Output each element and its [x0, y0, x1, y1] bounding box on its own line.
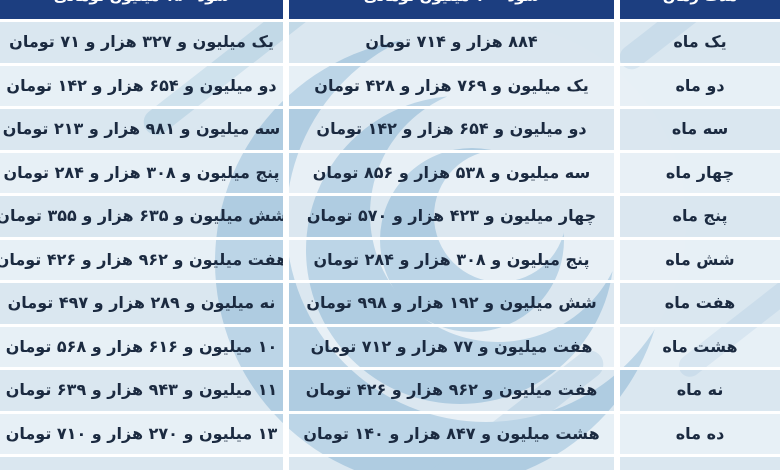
cell-duration: هفت ماه — [620, 283, 780, 324]
table-row: پنج ماه چهار میلیون و ۴۲۳ هزار و ۵۷۰ توم… — [0, 196, 780, 240]
header-label-duration: مدت زمان — [620, 0, 780, 6]
cell-profit-150: پنج میلیون و ۳۰۸ هزار و ۲۸۴ تومان — [0, 152, 289, 193]
cell-profit-150: ۱۳ میلیون و ۲۷۰ هزار و ۷۱۰ تومان — [0, 413, 289, 454]
cell-duration: یک ماه — [620, 22, 780, 63]
cell-duration: نه ماه — [620, 370, 780, 411]
cell-profit-100: ۸۸۴ هزار و ۷۱۴ تومان — [289, 22, 620, 63]
cell-profit-100: هفت میلیون و ۷۷ هزار و ۷۱۲ تومان — [289, 326, 620, 367]
profit-table-body: یک ماه ۸۸۴ هزار و ۷۱۴ تومان یک میلیون و … — [0, 22, 780, 470]
cell-profit-150: دو میلیون و ۶۵۴ هزار و ۱۴۲ تومان — [0, 65, 289, 106]
table-row: ده ماه هشت میلیون و ۸۴۷ هزار و ۱۴۰ تومان… — [0, 413, 780, 457]
cell-profit-150: شش میلیون و ۶۳۵ هزار و ۳۵۵ تومان — [0, 196, 289, 237]
cell-profit-100: دو میلیون و ۶۵۴ هزار و ۱۴۲ تومان — [289, 109, 620, 150]
table-row: چهار ماه سه میلیون و ۵۳۸ هزار و ۸۵۶ توما… — [0, 152, 780, 196]
table-row: سه ماه دو میلیون و ۶۵۴ هزار و ۱۴۲ تومان … — [0, 109, 780, 153]
table-row: هشت ماه هفت میلیون و ۷۷ هزار و ۷۱۲ تومان… — [0, 326, 780, 370]
cell-duration: سه ماه — [620, 109, 780, 150]
table-row: شش ماه پنج میلیون و ۳۰۸ هزار و ۲۸۴ تومان… — [0, 239, 780, 283]
header-cell-duration: مدت زمان — [620, 0, 780, 19]
cell-profit-150: سه میلیون و ۹۸۱ هزار و ۲۱۳ تومان — [0, 109, 289, 150]
cell-duration: دو ماه — [620, 65, 780, 106]
cell-profit-100: پنج میلیون و ۳۰۸ هزار و ۲۸۴ تومان — [289, 239, 620, 280]
cell-duration: چهار ماه — [620, 152, 780, 193]
table-row: یک ماه ۸۸۴ هزار و ۷۱۴ تومان یک میلیون و … — [0, 22, 780, 66]
cell-duration: یازده ماه — [620, 457, 780, 470]
cell-duration: ده ماه — [620, 413, 780, 454]
cell-profit-100: هشت میلیون و ۸۴۷ هزار و ۱۴۰ تومان — [289, 413, 620, 454]
cell-profit-100 — [289, 457, 620, 470]
cell-duration: پنج ماه — [620, 196, 780, 237]
table-row: یازده ماه — [0, 457, 780, 470]
cell-profit-150: هفت میلیون و ۹۶۲ هزار و ۴۲۶ تومان — [0, 239, 289, 280]
cell-profit-150: ۱۱ میلیون و ۹۴۳ هزار و ۶۳۹ تومان — [0, 370, 289, 411]
cell-profit-150: یک میلیون و ۳۲۷ هزار و ۷۱ تومان — [0, 22, 289, 63]
cell-profit-100: سه میلیون و ۵۳۸ هزار و ۸۵۶ تومان — [289, 152, 620, 193]
table-row: دو ماه یک میلیون و ۷۶۹ هزار و ۴۲۸ تومان … — [0, 65, 780, 109]
cell-duration: شش ماه — [620, 239, 780, 280]
cell-profit-150 — [0, 457, 289, 470]
cell-profit-150: نه میلیون و ۲۸۹ هزار و ۴۹۷ تومان — [0, 283, 289, 324]
cell-profit-100: یک میلیون و ۷۶۹ هزار و ۴۲۸ تومان — [289, 65, 620, 106]
cell-profit-100: شش میلیون و ۱۹۲ هزار و ۹۹۸ تومان — [289, 283, 620, 324]
table-row: نه ماه هفت میلیون و ۹۶۲ هزار و ۴۲۶ تومان… — [0, 370, 780, 414]
cell-duration: هشت ماه — [620, 326, 780, 367]
cell-profit-100: هفت میلیون و ۹۶۲ هزار و ۴۲۶ تومان — [289, 370, 620, 411]
table-row: هفت ماه شش میلیون و ۱۹۲ هزار و ۹۹۸ تومان… — [0, 283, 780, 327]
cell-profit-100: چهار میلیون و ۴۲۳ هزار و ۵۷۰ تومان — [289, 196, 620, 237]
cell-profit-150: ۱۰ میلیون و ۶۱۶ هزار و ۵۶۸ تومان — [0, 326, 289, 367]
